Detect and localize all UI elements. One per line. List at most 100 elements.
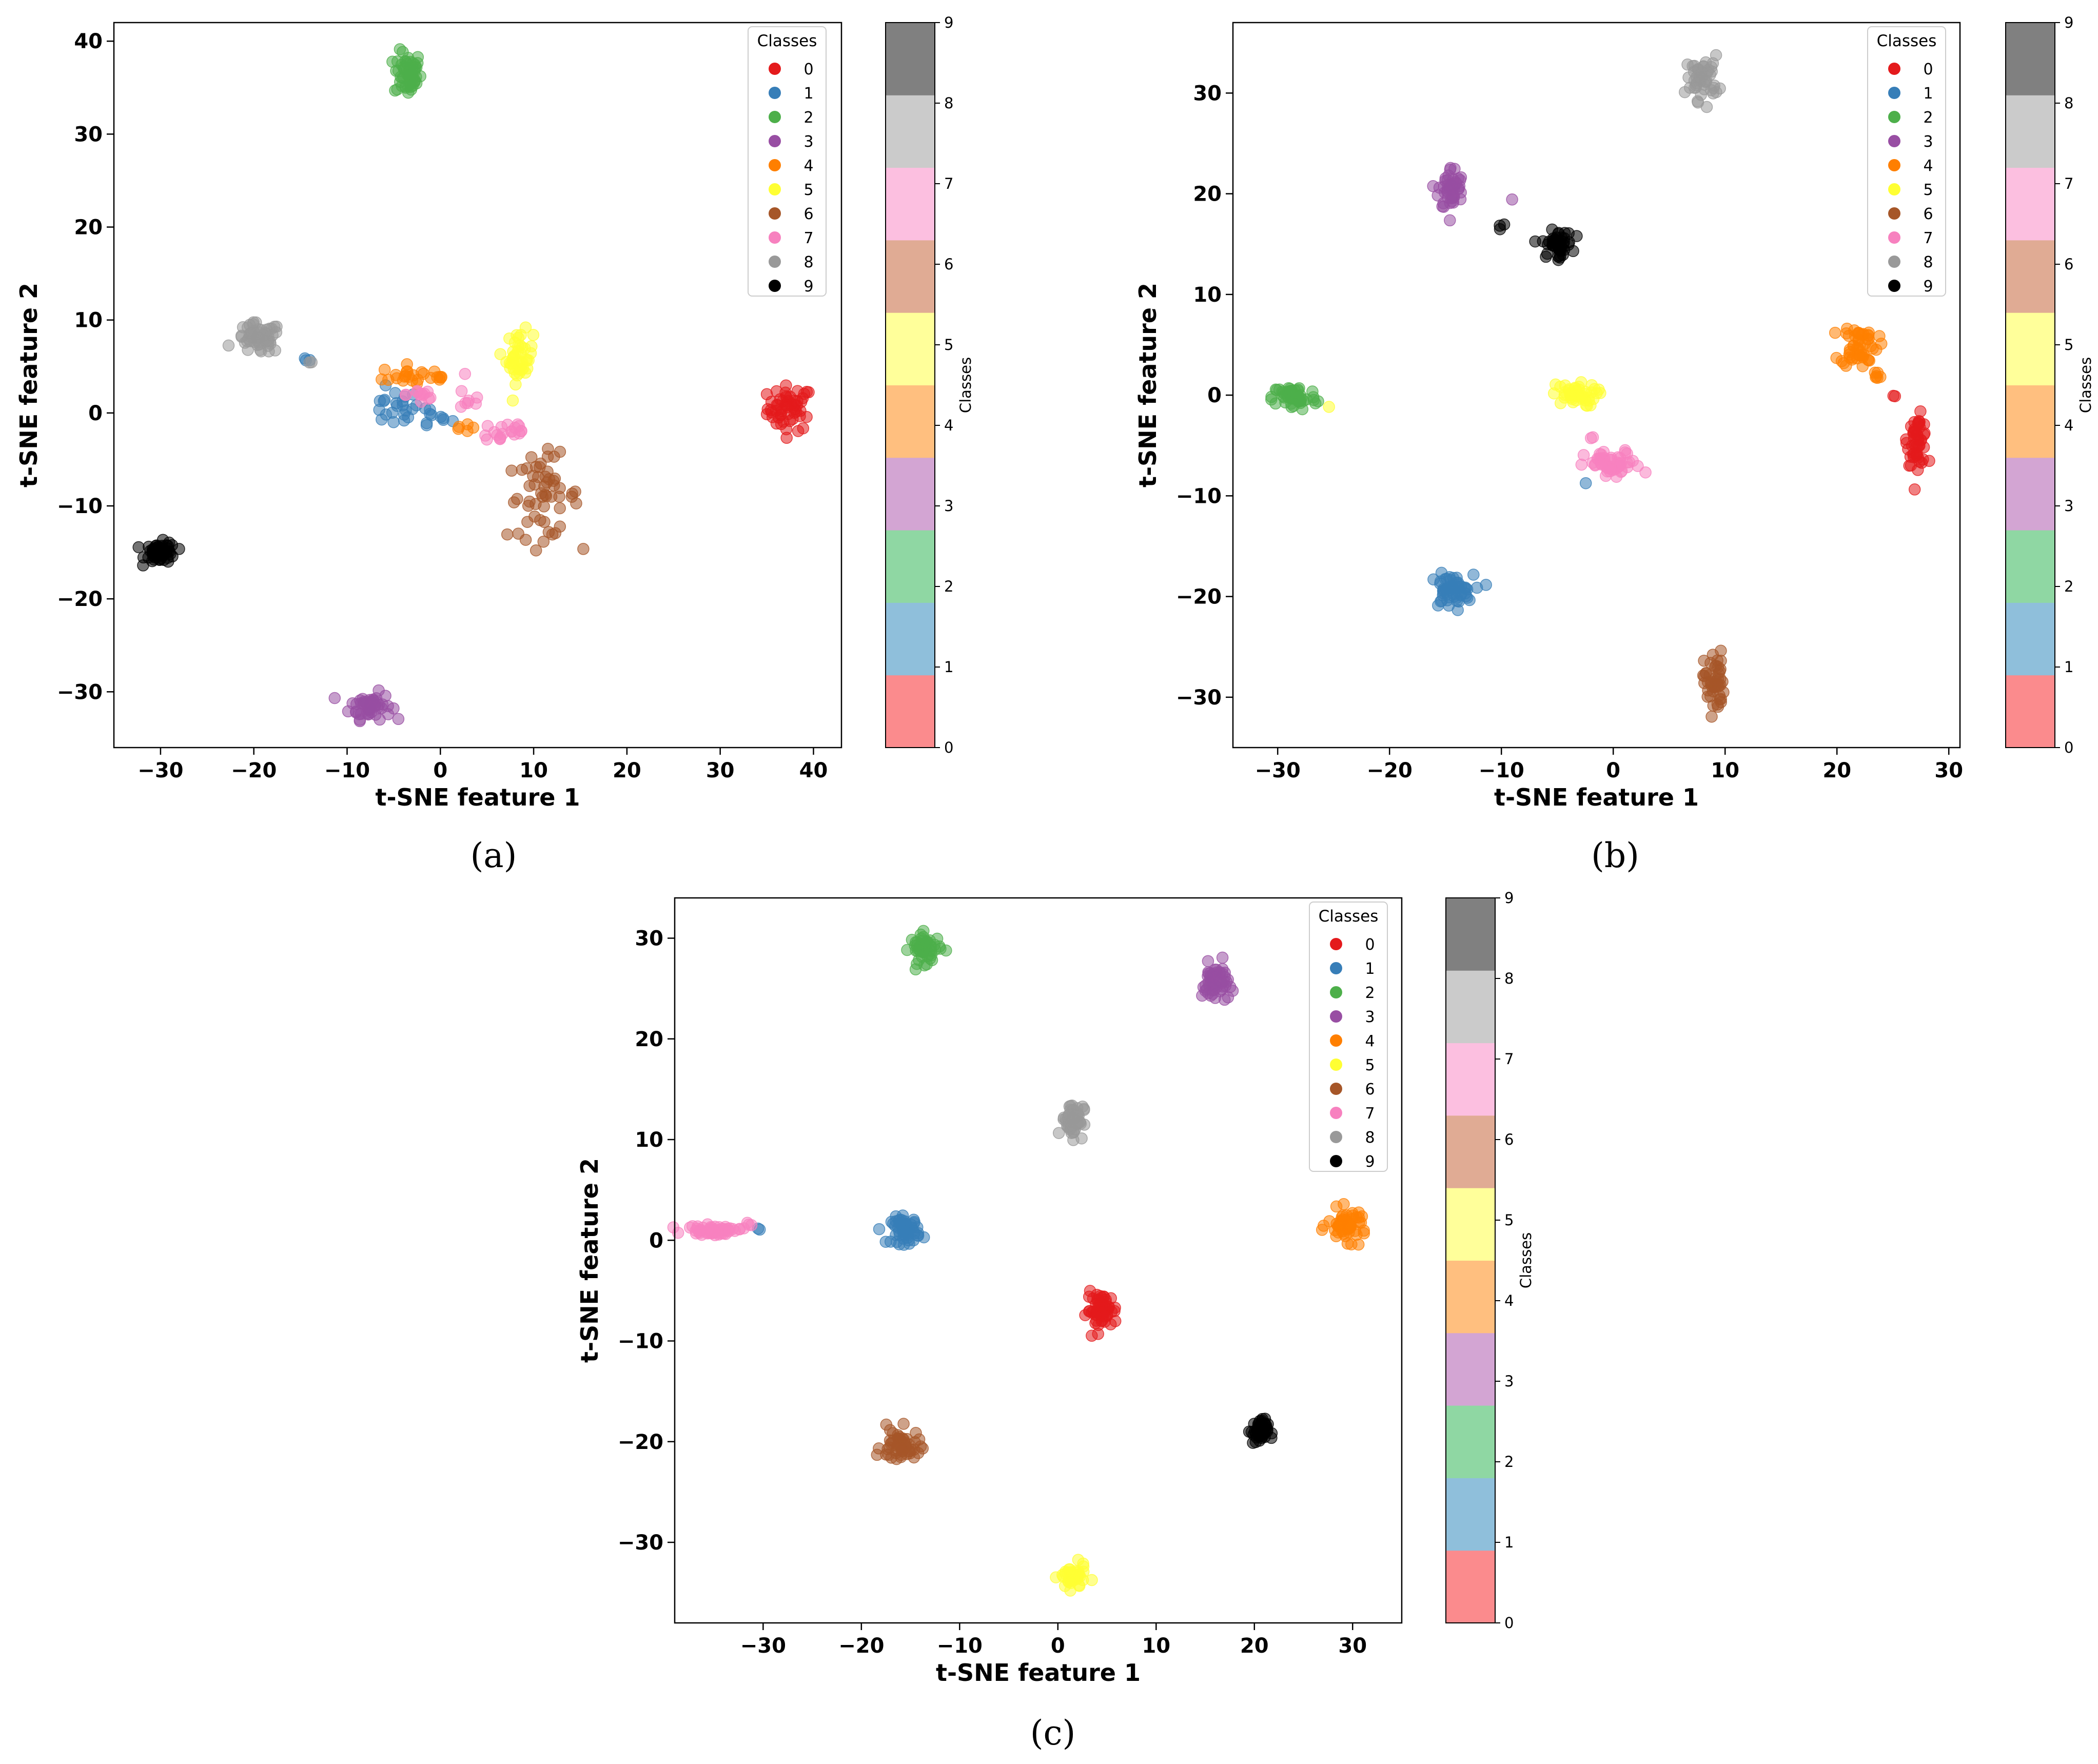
data-point — [398, 414, 410, 427]
y-tick-label: −20 — [618, 1430, 663, 1454]
data-point — [512, 527, 524, 540]
data-point — [569, 485, 581, 498]
colorbar-tick-label: 4 — [944, 417, 953, 434]
data-point — [1444, 214, 1456, 227]
data-point — [1281, 389, 1293, 401]
data-point — [1681, 58, 1694, 71]
legend-box — [1309, 901, 1388, 1172]
legend-marker-9 — [769, 280, 781, 292]
data-point — [1323, 1215, 1336, 1227]
data-point — [530, 544, 542, 557]
colorbar-tick-label: 6 — [1504, 1131, 1514, 1148]
data-point — [1529, 235, 1541, 248]
legend-marker-8 — [1330, 1131, 1342, 1143]
legend-box — [1867, 26, 1946, 297]
colorbar: 0 1 2 3 4 5 6 7 8 9 Classes — [885, 14, 974, 756]
x-tick-label: −10 — [1479, 759, 1524, 782]
data-point — [251, 331, 264, 344]
y-tick-label: −30 — [57, 680, 103, 704]
data-point — [1252, 1421, 1265, 1433]
data-point — [396, 80, 408, 92]
x-tick-label: −30 — [740, 1634, 786, 1658]
data-point — [354, 715, 366, 728]
legend-marker-8 — [769, 256, 781, 268]
data-point — [536, 491, 549, 503]
colorbar-segment-6 — [886, 240, 935, 313]
cluster-class-9 — [1494, 218, 1511, 236]
colorbar-label: Classes — [2077, 357, 2094, 413]
colorbar-segment-5 — [886, 312, 935, 385]
legend-marker-5 — [769, 183, 781, 195]
data-point — [494, 348, 506, 360]
data-point — [467, 421, 480, 434]
data-point — [222, 339, 235, 352]
colorbar-tick-label: 4 — [1504, 1292, 1514, 1309]
legend-marker-0 — [769, 63, 781, 75]
legend-entry: 0 — [1923, 61, 1933, 79]
data-point — [873, 1223, 886, 1236]
legend-title: Classes — [757, 32, 817, 50]
legend-entry: 9 — [803, 278, 813, 296]
data-point — [1593, 383, 1605, 396]
data-point — [522, 499, 535, 512]
data-point — [1069, 1109, 1082, 1122]
data-point — [1096, 1309, 1109, 1322]
legend-entry: 7 — [1923, 229, 1933, 247]
data-point — [893, 1225, 906, 1238]
data-point — [1678, 86, 1691, 99]
x-tick-label: −30 — [138, 759, 183, 782]
data-point — [1100, 1293, 1112, 1306]
cluster-class-5 — [494, 321, 540, 407]
cluster-class-3 — [1506, 193, 1518, 206]
colorbar-frame — [885, 22, 935, 748]
data-point — [1577, 449, 1590, 461]
data-point — [928, 938, 941, 951]
legend-marker-6 — [769, 207, 781, 220]
data-point — [1316, 1224, 1328, 1236]
cluster-class-3 — [328, 684, 405, 728]
data-point — [1554, 251, 1566, 264]
x-axis-label: t-SNE feature 1 — [1494, 783, 1699, 811]
colorbar-tick-label: 6 — [944, 256, 953, 273]
data-point — [1271, 384, 1283, 396]
legend-entry: 2 — [1923, 109, 1933, 127]
legend-marker-4 — [1888, 159, 1900, 171]
cluster-class-9 — [1243, 1413, 1278, 1449]
cluster-class-2 — [386, 43, 426, 99]
colorbar-segment-0 — [1446, 1550, 1495, 1623]
data-point — [1632, 460, 1644, 472]
legend-marker-7 — [769, 231, 781, 244]
legend-marker-9 — [1330, 1155, 1342, 1167]
data-point — [389, 387, 401, 399]
data-point — [268, 321, 281, 333]
colorbar: 0 1 2 3 4 5 6 7 8 9 Classes — [2005, 14, 2094, 756]
data-point — [534, 514, 546, 526]
data-point — [1692, 63, 1704, 75]
cluster-class-7 — [667, 1218, 750, 1242]
data-point — [522, 354, 535, 366]
colorbar-label: Classes — [1517, 1232, 1535, 1288]
legend-marker-2 — [1330, 986, 1342, 998]
data-point — [1455, 171, 1467, 184]
data-point — [1690, 81, 1702, 94]
data-point — [519, 321, 532, 334]
legend-entry: 5 — [1365, 1056, 1375, 1074]
legend-marker-2 — [769, 111, 781, 123]
legend-box — [748, 26, 827, 297]
x-tick-label: 0 — [1606, 759, 1620, 782]
plot-area — [675, 898, 1402, 1623]
cluster-class-7 — [1575, 444, 1652, 483]
cluster-class-1 — [1579, 477, 1592, 489]
data-point — [908, 1213, 920, 1226]
data-point — [745, 1219, 758, 1231]
data-point — [667, 1221, 680, 1233]
y-tick-label: 0 — [649, 1229, 663, 1252]
data-point — [481, 420, 494, 432]
data-point — [896, 1209, 909, 1222]
y-tick-label: 30 — [635, 927, 663, 951]
legend-marker-3 — [1888, 135, 1900, 147]
data-point — [503, 332, 516, 345]
data-point — [455, 385, 468, 398]
data-point — [510, 357, 522, 369]
